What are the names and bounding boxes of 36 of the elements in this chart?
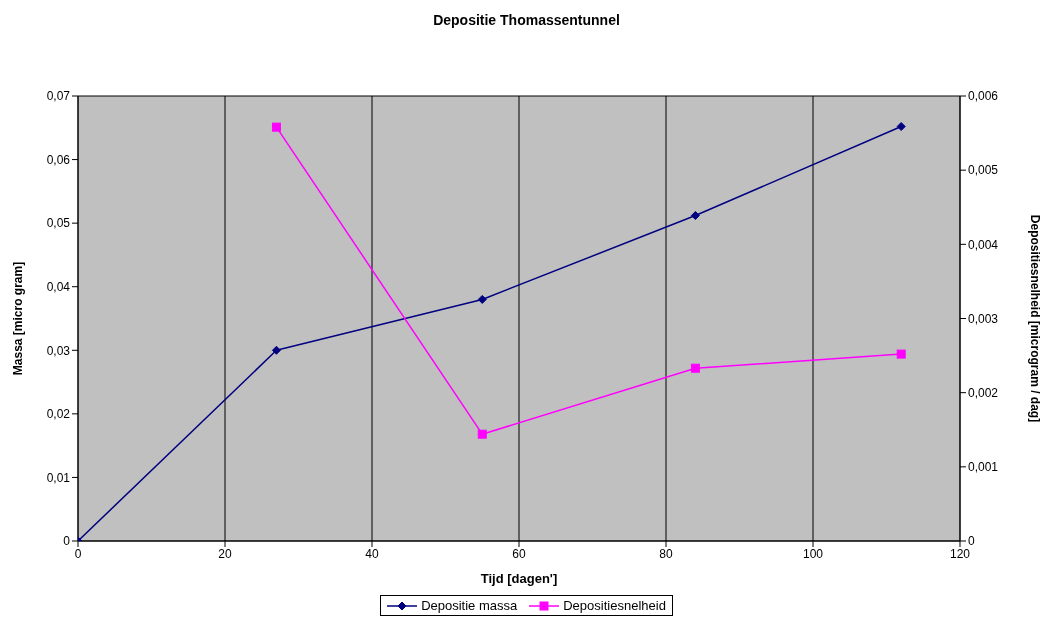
y-tick-label: 0,03 xyxy=(46,343,71,358)
x-tick-label: 80 xyxy=(659,546,673,561)
y2-tick-label: 0 xyxy=(968,534,975,549)
point xyxy=(690,363,700,373)
y2-tick-label: 0,005 xyxy=(968,163,999,178)
y-axis-title: Massa [micro gram] xyxy=(11,261,26,376)
x-tick-label: 120 xyxy=(949,546,971,561)
y-tick-label: 0 xyxy=(63,534,71,549)
point xyxy=(477,294,487,304)
y-tick-label: 0,05 xyxy=(46,216,71,231)
x-tick-label: 40 xyxy=(365,546,379,561)
y-tick-label: 0,02 xyxy=(46,407,71,422)
y2-tick-label: 0,003 xyxy=(968,311,999,326)
legend-label: Depositiesnelheid xyxy=(563,598,666,613)
point xyxy=(690,211,700,221)
point xyxy=(271,345,281,355)
point xyxy=(896,122,906,132)
point xyxy=(896,349,906,359)
legend-label: Depositie massa xyxy=(421,598,518,613)
y2-tick-label: 0,004 xyxy=(968,237,999,252)
y2-tick-label: 0,006 xyxy=(968,89,999,104)
point xyxy=(477,429,487,439)
y-tick-label: 0,01 xyxy=(46,470,71,485)
y2-axis-title: Depositiesnelheid [microgram / dag] xyxy=(1027,214,1042,423)
y-tick-label: 0,07 xyxy=(46,89,71,104)
x-tick-label: 100 xyxy=(802,546,824,561)
chart-title: Depositie Thomassentunnel xyxy=(432,11,621,30)
y2-tick-label: 0,002 xyxy=(968,385,999,400)
x-axis-title: Tijd [dagen'] xyxy=(480,571,558,586)
y-tick-label: 0,04 xyxy=(46,279,71,294)
point xyxy=(271,122,281,132)
y2-tick-label: 0,001 xyxy=(968,460,999,475)
y-tick-label: 0,06 xyxy=(46,152,71,167)
x-tick-label: 60 xyxy=(512,546,526,561)
x-tick-label: 0 xyxy=(74,546,82,561)
x-tick-label: 20 xyxy=(218,546,232,561)
